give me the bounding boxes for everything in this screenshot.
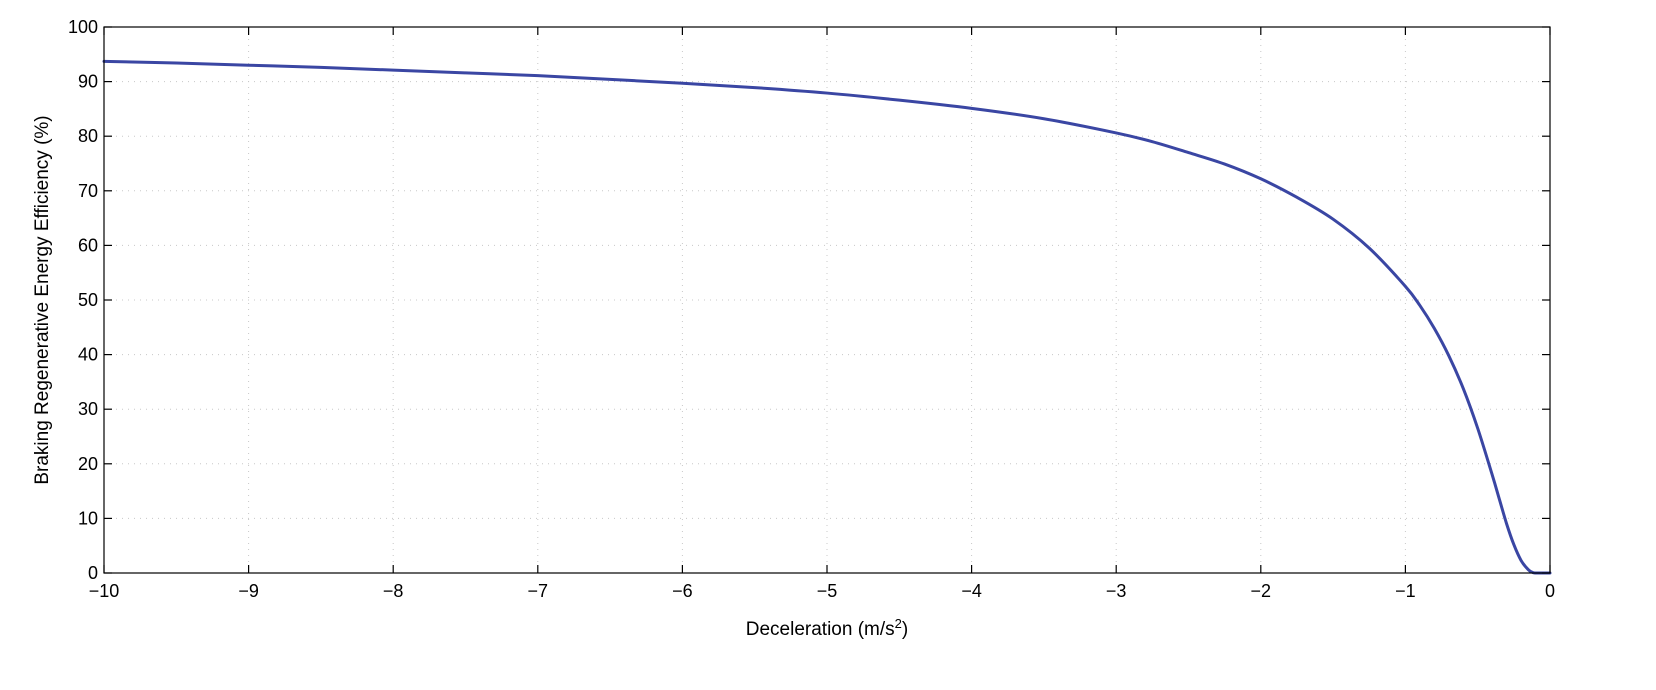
x-tick-label: −1: [1395, 581, 1416, 601]
x-tick-label: −7: [528, 581, 549, 601]
y-axis-label: Braking Regenerative Energy Efficiency (…: [32, 115, 53, 484]
y-tick-label: 20: [78, 454, 98, 474]
x-axis-label: Deceleration (m/s2): [746, 616, 908, 641]
y-tick-label: 60: [78, 235, 98, 255]
x-tick-label: −4: [961, 581, 982, 601]
y-tick-label: 80: [78, 126, 98, 146]
x-tick-label: −2: [1251, 581, 1272, 601]
y-tick-label: 30: [78, 399, 98, 419]
y-tick-label: 100: [68, 17, 98, 37]
x-tick-label: −6: [672, 581, 693, 601]
series-layer: [102, 59, 1552, 575]
tick-layer: −10 −9 −8 −7 −6 −5 −4 −3 −2 −1 0010203040506070809…: [68, 17, 1555, 601]
x-tick-label: −3: [1106, 581, 1127, 601]
x-axis-label-suffix: ): [902, 619, 908, 640]
y-tick-label: 90: [78, 72, 98, 92]
x-tick-label: −9: [238, 581, 259, 601]
y-tick-label: 10: [78, 508, 98, 528]
x-axis-label-superscript: 2: [895, 616, 902, 631]
x-tick-label: −10: [89, 581, 120, 601]
label-layer: Deceleration (m/s2) Braking Regenerative…: [32, 115, 908, 640]
y-tick-label: 50: [78, 290, 98, 310]
x-axis-label-main: Deceleration (m/s: [746, 619, 895, 640]
y-tick-label: 70: [78, 181, 98, 201]
x-tick-label: −8: [383, 581, 404, 601]
y-tick-label: 40: [78, 345, 98, 365]
x-tick-label: 0: [1545, 581, 1555, 601]
x-tick-label: −5: [817, 581, 838, 601]
y-tick-label: 0: [88, 563, 98, 583]
series-line-0: [102, 59, 1552, 575]
grid-layer: [104, 27, 1550, 573]
